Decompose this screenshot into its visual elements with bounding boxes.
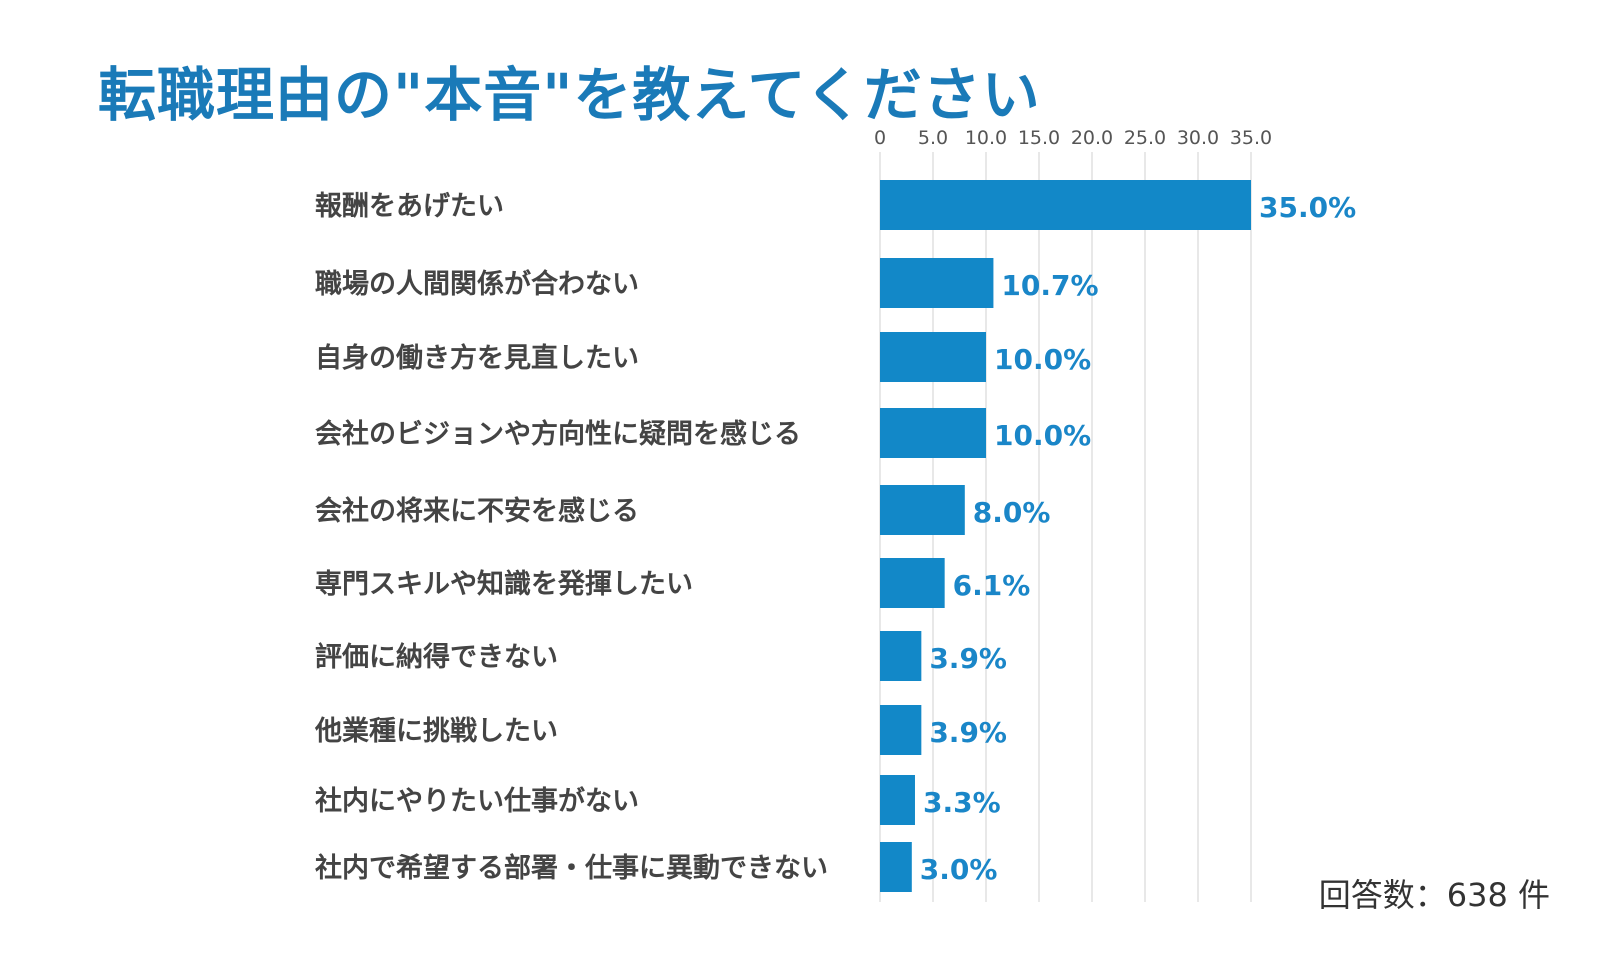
value-label: 6.1% [953, 569, 1031, 602]
chart-title: 転職理由の"本音"を教えてください [98, 61, 1041, 129]
category-label: 報酬をあげたい [315, 191, 504, 222]
x-tick-label: 10.0 [965, 127, 1007, 149]
value-label: 10.0% [994, 343, 1091, 376]
bar [880, 631, 922, 681]
bar [880, 485, 965, 535]
value-label: 10.0% [994, 419, 1091, 452]
value-label: 10.7% [1001, 269, 1098, 302]
x-tick-label: 5.0 [918, 127, 948, 149]
bar [880, 705, 922, 755]
category-label: 自身の働き方を見直したい [315, 342, 639, 374]
category-label: 会社の将来に不安を感じる [315, 495, 639, 527]
category-label: 評価に納得できない [315, 641, 558, 673]
category-labels: 報酬をあげたい職場の人間関係が合わない自身の働き方を見直したい会社のビジョンや方… [314, 191, 828, 884]
value-label: 3.9% [929, 642, 1007, 675]
bar [880, 180, 1251, 230]
category-label: 社内で希望する部署・仕事に異動できない [315, 852, 828, 884]
x-tick-label: 20.0 [1071, 127, 1113, 149]
category-label: 会社のビジョンや方向性に疑問を感じる [315, 418, 801, 450]
x-tick-label: 15.0 [1018, 127, 1060, 149]
value-label: 3.0% [920, 853, 998, 886]
category-label: 他業種に挑戦したい [314, 716, 558, 747]
response-count: 回答数：638 件 [1318, 876, 1550, 914]
category-label: 専門スキルや知識を発揮したい [315, 569, 693, 600]
bars [880, 180, 1251, 892]
x-tick-label: 35.0 [1230, 127, 1272, 149]
bar [880, 258, 994, 308]
x-tick-label: 25.0 [1124, 127, 1166, 149]
bar [880, 332, 986, 382]
value-labels: 35.0% 10.7% 10.0% 10.0% 8.0% 6.1% 3.9% 3.9% 3.3%… [920, 191, 1356, 886]
bar [880, 842, 912, 892]
bar [880, 775, 915, 825]
value-label: 8.0% [973, 496, 1051, 529]
value-label: 3.9% [929, 716, 1007, 749]
x-axis-ticks: 0 5.0 10.0 15.0 20.0 25.0 30.0 35.0 [874, 127, 1272, 149]
bar [880, 558, 945, 608]
x-tick-label: 0 [874, 127, 886, 149]
value-label: 3.3% [923, 786, 1001, 819]
value-label: 35.0% [1259, 191, 1356, 224]
bar [880, 408, 986, 458]
category-label: 社内にやりたい仕事がない [315, 785, 639, 817]
category-label: 職場の人間関係が合わない [315, 268, 639, 300]
x-tick-label: 30.0 [1177, 127, 1219, 149]
